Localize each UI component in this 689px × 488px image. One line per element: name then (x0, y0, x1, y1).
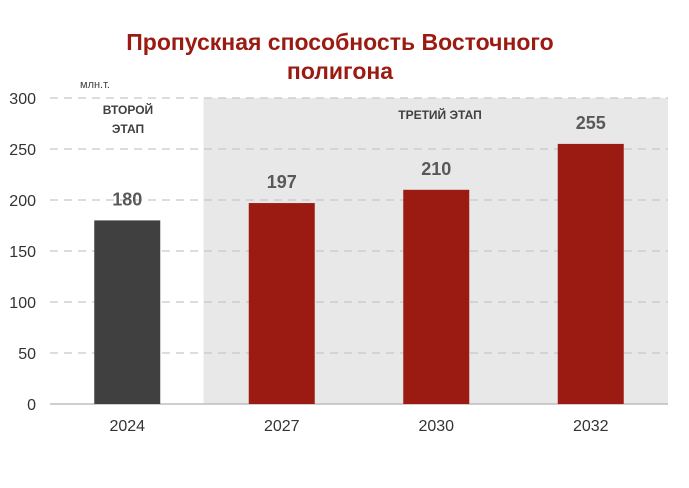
x-tick-label: 2024 (109, 418, 145, 435)
y-axis-unit-label: млн.т. (80, 79, 110, 91)
x-tick-label: 2032 (573, 418, 609, 435)
x-tick-label: 2030 (418, 418, 454, 435)
chart-title: Пропускная способность Восточного полиго… (60, 28, 620, 86)
bar (248, 203, 315, 404)
phase-3-label: ТРЕТИЙ ЭТАП (398, 108, 482, 122)
data-label: 197 (267, 172, 297, 192)
bar (403, 189, 470, 404)
data-label: 180 (112, 189, 142, 209)
chart-title-line2: полигона (286, 58, 394, 84)
chart-title-line1: Пропускная способность Восточного (126, 29, 554, 55)
y-tick-label: 300 (9, 91, 36, 108)
data-label: 255 (576, 113, 606, 133)
x-tick-label: 2027 (264, 418, 300, 435)
y-tick-label: 100 (9, 295, 36, 312)
y-tick-label: 250 (9, 142, 36, 159)
y-tick-label: 0 (27, 397, 36, 414)
y-tick-label: 150 (9, 244, 36, 261)
y-tick-label: 200 (9, 193, 36, 210)
phase-2-label-line2: ЭТАП (111, 122, 145, 136)
phase-2-label: ВТОРОЙ ЭТАП (88, 101, 168, 139)
data-label: 210 (421, 159, 451, 179)
y-tick-label: 50 (18, 346, 36, 363)
phase-2-label-line1: ВТОРОЙ (102, 103, 154, 117)
bar (94, 220, 161, 404)
bar (557, 143, 624, 404)
